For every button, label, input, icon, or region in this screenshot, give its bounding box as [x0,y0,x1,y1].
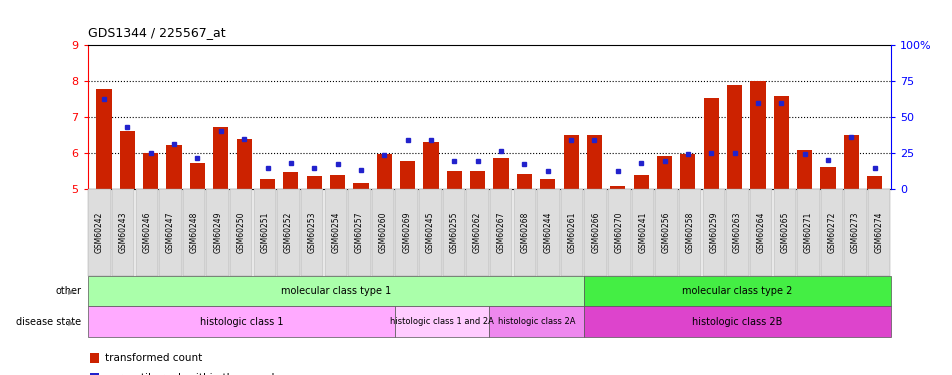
Bar [703,98,718,189]
Text: GSM60255: GSM60255 [449,212,458,253]
Text: GSM60249: GSM60249 [213,212,222,253]
Text: GSM60257: GSM60257 [354,212,364,253]
Bar [680,154,695,189]
Text: GSM60265: GSM60265 [780,212,788,253]
Text: GSM60252: GSM60252 [284,212,292,253]
Text: GSM60266: GSM60266 [590,212,600,253]
Bar [773,96,788,189]
Bar [866,176,882,189]
Bar [563,135,578,189]
Text: other: other [55,286,81,296]
Text: histologic class 1 and 2A: histologic class 1 and 2A [389,317,493,326]
Text: GSM60269: GSM60269 [402,212,410,253]
Text: GSM60256: GSM60256 [662,212,670,253]
Text: GSM60262: GSM60262 [472,212,482,253]
Bar [820,167,835,189]
Bar [796,150,811,189]
Text: GSM60273: GSM60273 [850,212,860,253]
Bar [353,183,368,189]
Bar [376,154,391,189]
Bar [749,81,764,189]
Text: ►: ► [68,286,75,296]
Text: GSM60248: GSM60248 [189,212,198,253]
Bar [423,142,438,189]
Text: GSM60250: GSM60250 [236,212,246,253]
Bar [120,131,135,189]
Bar [493,158,508,189]
Text: histologic class 1: histologic class 1 [199,317,283,327]
Text: ►: ► [68,317,75,327]
Bar [260,179,275,189]
Bar [656,156,671,189]
Bar [329,175,345,189]
Bar [213,127,228,189]
Text: GSM60268: GSM60268 [520,212,528,253]
Bar [167,146,182,189]
Text: GSM60245: GSM60245 [426,212,434,253]
Text: GSM60247: GSM60247 [166,212,175,253]
Text: GSM60264: GSM60264 [756,212,764,253]
Text: GSM60243: GSM60243 [118,212,128,253]
Text: GSM60251: GSM60251 [260,212,269,253]
Text: GSM60253: GSM60253 [307,212,316,253]
Text: GSM60244: GSM60244 [544,212,552,253]
Text: GSM60263: GSM60263 [732,212,742,253]
Bar [609,186,625,189]
Text: GSM60260: GSM60260 [378,212,387,253]
Text: GSM60242: GSM60242 [95,212,104,253]
Bar [189,164,205,189]
Bar [726,86,742,189]
Bar [96,89,111,189]
Bar [283,172,298,189]
Text: disease state: disease state [16,317,81,327]
Bar [400,161,415,189]
Text: GSM60267: GSM60267 [496,212,506,253]
Bar [843,135,858,189]
Text: GSM60271: GSM60271 [803,212,812,253]
Text: molecular class type 2: molecular class type 2 [682,286,792,296]
Text: GSM60246: GSM60246 [142,212,151,253]
Bar [516,174,531,189]
Text: histologic class 2B: histologic class 2B [691,317,782,327]
Bar [143,153,158,189]
Text: GSM60254: GSM60254 [331,212,340,253]
Text: GSM60261: GSM60261 [567,212,576,253]
Bar [446,171,462,189]
Bar [469,171,485,189]
Text: GDS1344 / 225567_at: GDS1344 / 225567_at [88,26,225,39]
Bar [236,139,251,189]
Text: GSM60241: GSM60241 [638,212,646,253]
Bar [586,135,602,189]
Text: GSM60259: GSM60259 [708,212,718,253]
Bar [633,175,648,189]
Text: GSM60270: GSM60270 [614,212,624,253]
Text: GSM60272: GSM60272 [826,212,836,253]
Text: molecular class type 1: molecular class type 1 [280,286,390,296]
Text: percentile rank within the sample: percentile rank within the sample [105,374,281,375]
Text: GSM60274: GSM60274 [874,212,883,253]
Text: GSM60258: GSM60258 [685,212,694,253]
Text: transformed count: transformed count [105,353,202,363]
Text: histologic class 2A: histologic class 2A [497,317,575,326]
Bar [307,176,322,189]
Bar [540,178,555,189]
